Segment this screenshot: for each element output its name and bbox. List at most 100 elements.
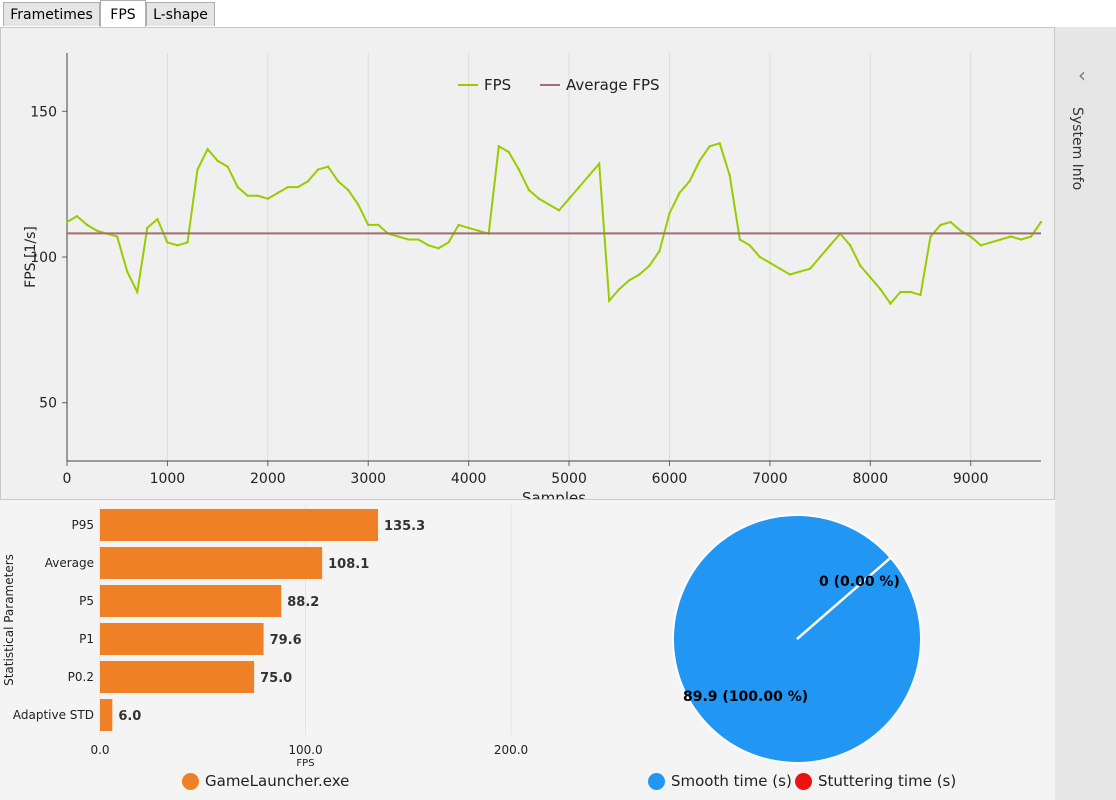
fps-point [326, 165, 330, 168]
pie-label-stutter: 0 (0.00 %) [819, 574, 900, 590]
pie-legend-stutter-label: Stuttering time (s) [818, 772, 957, 790]
fps-point [186, 241, 189, 244]
x-tick-label: 4000 [451, 471, 487, 487]
fps-point [377, 223, 380, 227]
bar-value-label: 79.6 [270, 633, 302, 648]
fps-line-chart: 0 1000 2000 3000 4000 5000 6000 7000 8000 9000 50 1… [23, 53, 1043, 499]
fps-point [407, 238, 410, 241]
fps-point [176, 244, 179, 247]
fps-point [1029, 235, 1033, 238]
fps-point [718, 142, 721, 145]
fps-point [65, 220, 69, 224]
fps-point [879, 287, 882, 291]
fps-point [417, 238, 420, 241]
fps-point [427, 244, 430, 247]
fps-point [196, 168, 199, 171]
fps-point [537, 197, 541, 200]
stat-bar-chart: 0.0 100.0 200.0 FPS Statistical Parameters P9… [2, 505, 528, 769]
fps-point [156, 217, 159, 221]
fps-point [1039, 220, 1043, 224]
fps-point [367, 223, 370, 227]
fps-point [467, 226, 470, 230]
fps-point [296, 185, 300, 189]
fps-point [618, 287, 621, 291]
stutter-pie-chart: 0 (0.00 %) 89.9 (100.00 %) [672, 514, 922, 764]
bar-value-label: 108.1 [328, 557, 369, 572]
y-tick-label: 50 [39, 396, 57, 412]
bar-legend-label: GameLauncher.exe [205, 772, 350, 790]
fps-point [266, 197, 270, 200]
fps-point [909, 290, 912, 294]
bar-value-label: 135.3 [384, 519, 425, 534]
fps-point [949, 220, 952, 224]
bar [100, 585, 282, 617]
pie-slice-stutter [796, 556, 892, 640]
fps-point [85, 223, 89, 227]
fps-point [748, 244, 752, 247]
fps-point [849, 244, 852, 247]
x-tick-label: 8000 [852, 471, 888, 487]
fps-point [286, 185, 290, 189]
fps-point [969, 235, 972, 238]
fps-point [577, 185, 581, 189]
fps-point [557, 209, 561, 212]
fps-point [75, 215, 79, 218]
bar-x-axis-label: FPS [296, 758, 314, 769]
fps-point [457, 223, 460, 227]
fps-point [738, 238, 741, 241]
pie-legend-stutter: Stuttering time (s) [795, 772, 956, 790]
bar-value-label: 6.0 [118, 709, 141, 724]
bottom-panel: 0.0 100.0 200.0 FPS Statistical Parameters P9… [0, 500, 1055, 800]
fps-point [517, 168, 521, 171]
bar-category-label: Adaptive STD [13, 708, 94, 722]
fps-point [798, 270, 802, 273]
fps-point [567, 197, 571, 200]
fps-point [477, 229, 480, 232]
fps-point [959, 229, 962, 232]
bar-x-tick-label: 0.0 [90, 743, 109, 757]
fps-point [828, 244, 832, 247]
bar-legend: GameLauncher.exe [182, 772, 349, 790]
tab-strip: Frametimes FPS L-shape [0, 0, 1116, 28]
fps-point [206, 147, 209, 151]
fps-point [587, 174, 591, 177]
bar-value-label: 75.0 [260, 671, 292, 686]
pie-legend-smooth-label: Smooth time (s) [671, 772, 792, 790]
fps-point [226, 165, 229, 168]
tab-fps[interactable]: FPS [100, 0, 146, 28]
bar [100, 699, 113, 731]
y-tick-label: 100 [30, 250, 57, 266]
bar-category-label: P1 [79, 632, 94, 646]
fps-point [808, 267, 812, 270]
legend-average-label: Average FPS [566, 76, 660, 94]
fps-point [688, 180, 691, 183]
tab-l-shape[interactable]: L-shape [146, 2, 215, 26]
fps-point [146, 226, 149, 230]
fps-point [728, 174, 731, 177]
bar [100, 547, 323, 579]
fps-point [899, 290, 902, 294]
fps-point [246, 194, 249, 197]
fps-point [608, 299, 611, 302]
bar-x-tick-label: 200.0 [494, 743, 528, 757]
fps-point [336, 180, 340, 183]
legend-dot-gamelauncher [182, 772, 199, 790]
fps-point [116, 235, 119, 238]
chevron-left-icon[interactable]: ‹ [1078, 63, 1086, 87]
fps-point [989, 241, 992, 244]
fps-point [216, 159, 219, 163]
legend-dot-stutter [795, 772, 812, 790]
fps-point [1009, 235, 1013, 238]
fps-point [668, 212, 671, 215]
fps-point [698, 159, 701, 163]
bar-category-label: P5 [79, 594, 94, 608]
fps-point [236, 185, 239, 189]
fps-point [95, 229, 99, 232]
system-info-panel[interactable]: ‹ System Info [1055, 27, 1116, 800]
fps-point [788, 273, 792, 276]
tab-frametimes[interactable]: Frametimes [3, 2, 100, 26]
system-info-label: System Info [1069, 107, 1085, 191]
series-fps-line [66, 142, 1042, 306]
fps-point [316, 168, 320, 171]
y-axis-label: FPS [1/s] [23, 226, 39, 288]
